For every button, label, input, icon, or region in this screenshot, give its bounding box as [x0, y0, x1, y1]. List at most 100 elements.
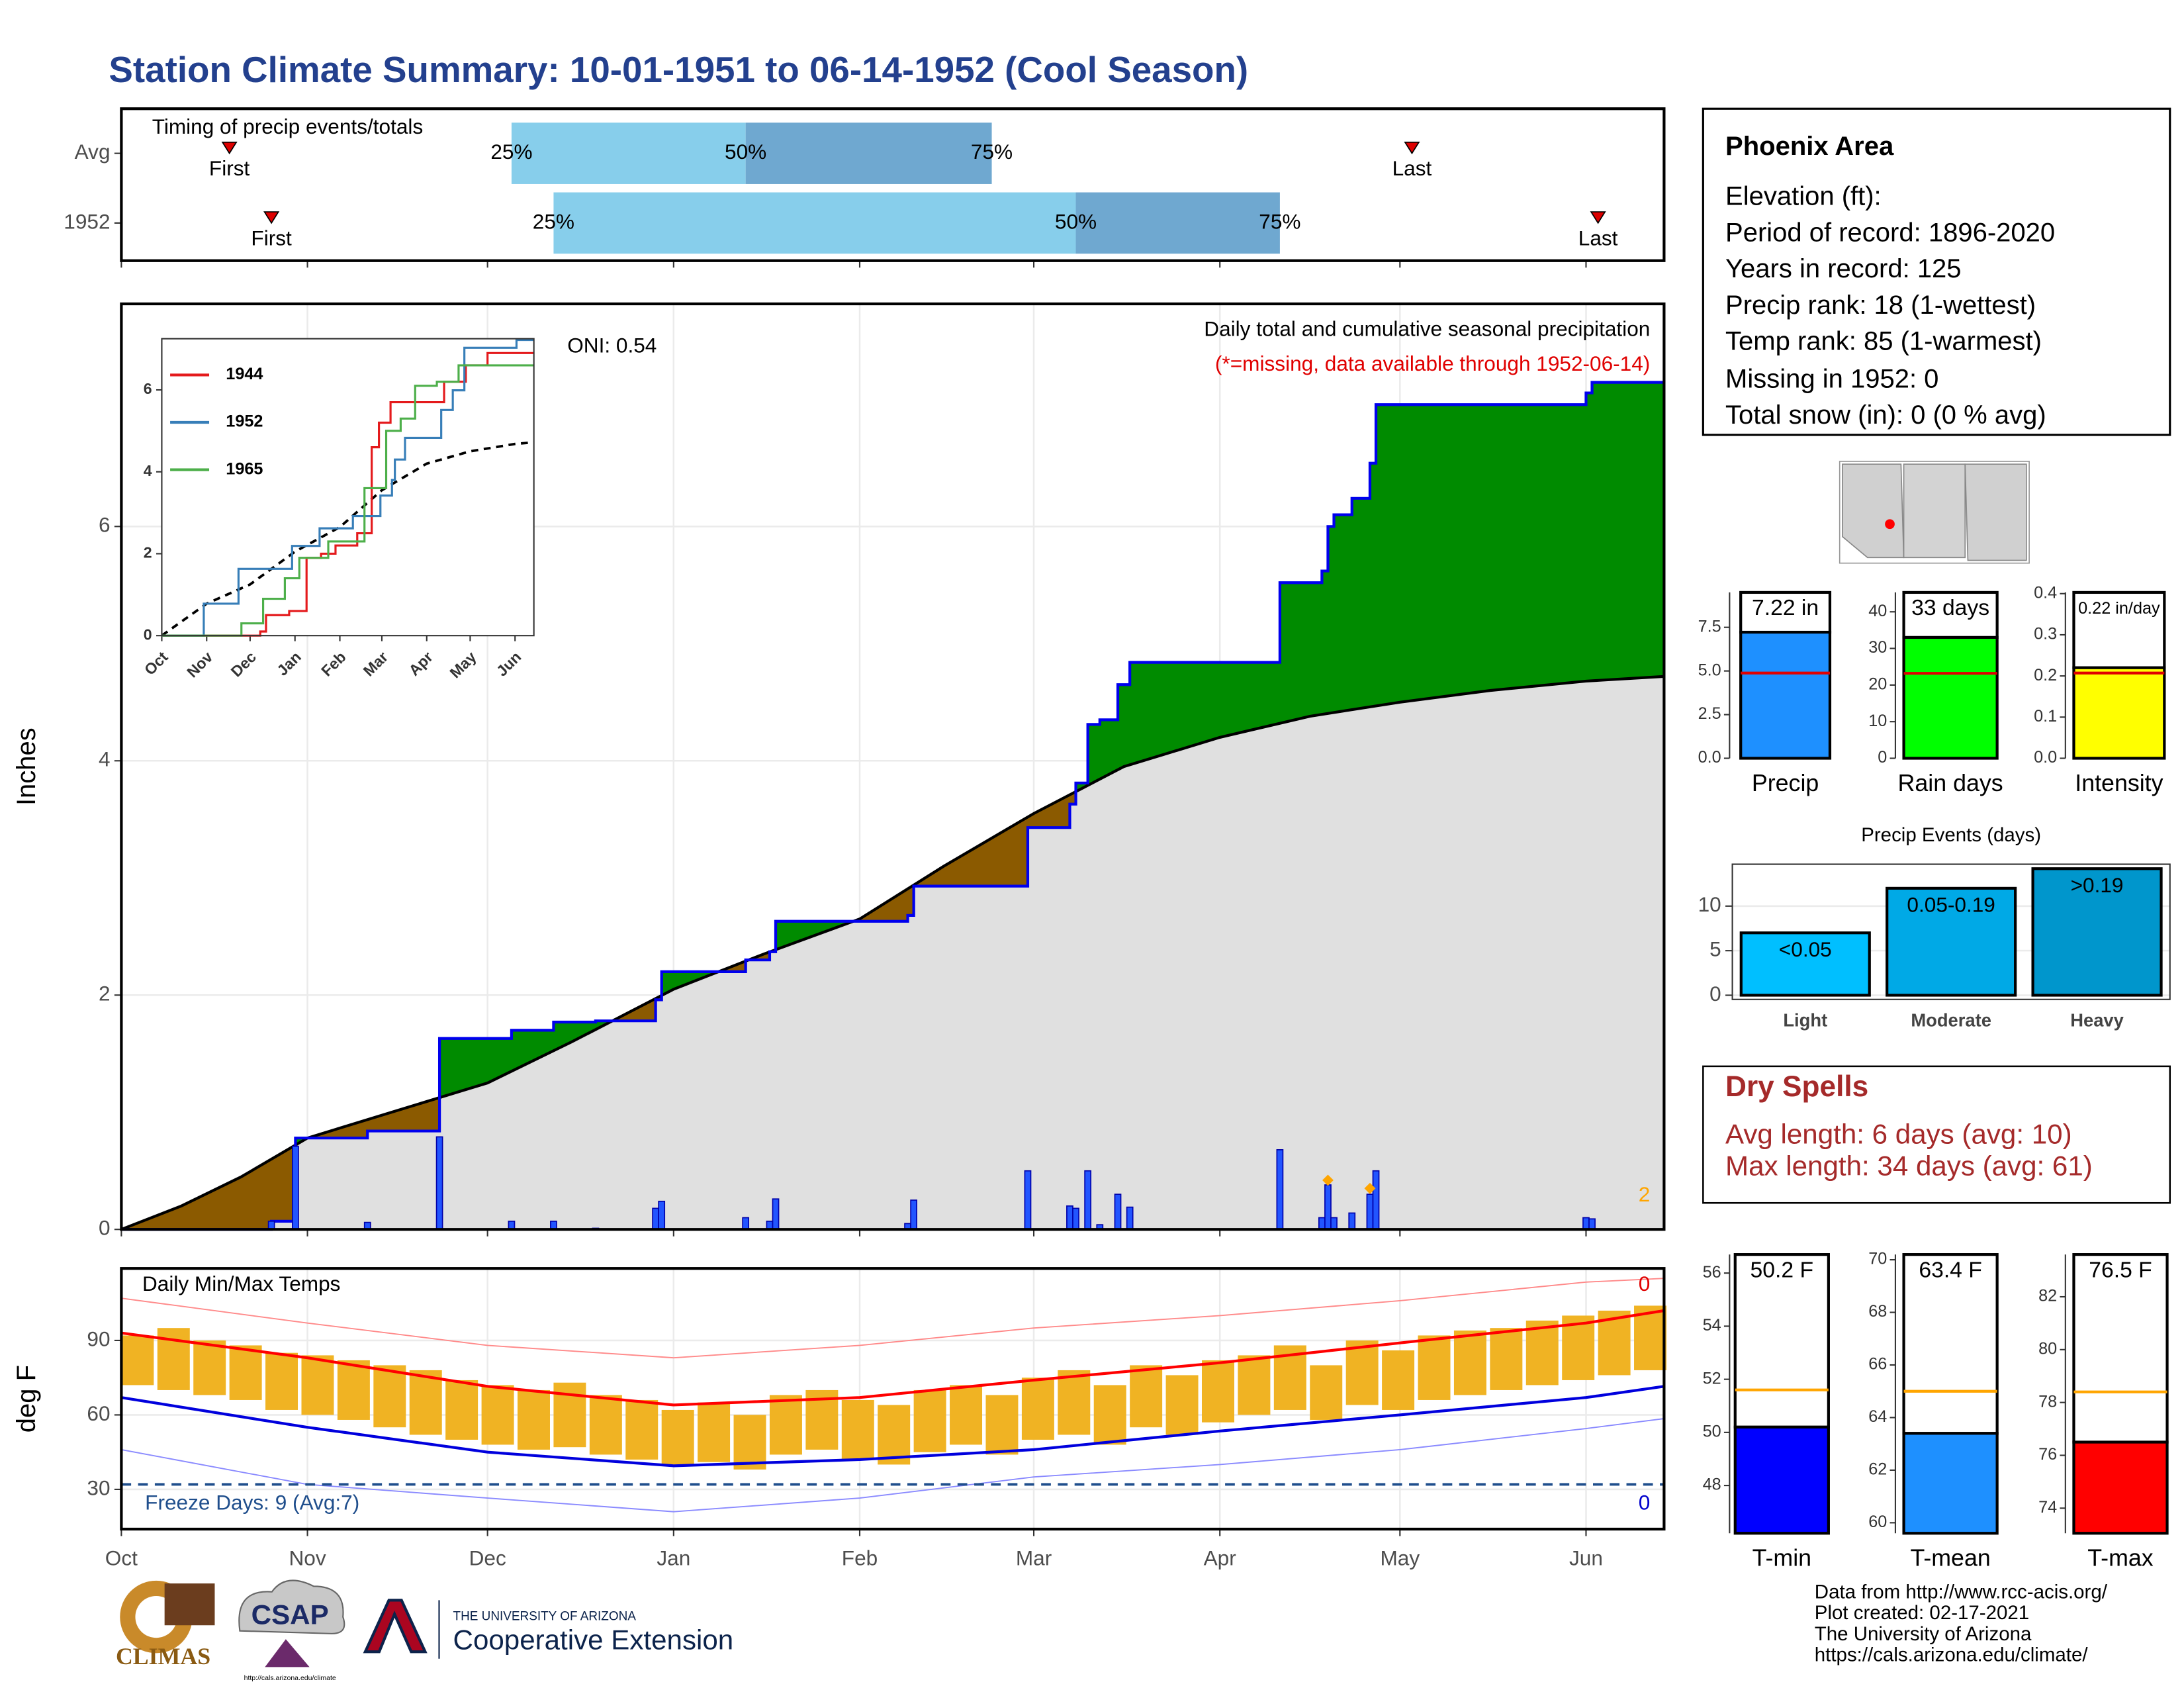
temp-range-bar — [1345, 1340, 1379, 1405]
y-tick-label: 5 — [1709, 937, 1721, 961]
y-tick-label: 80 — [2038, 1340, 2057, 1358]
legend-label: 1944 — [226, 365, 263, 383]
temp-range-bar — [1058, 1370, 1091, 1435]
temp-range-bar — [1490, 1328, 1523, 1390]
y-tick-label: 0.0 — [2034, 748, 2057, 767]
temp-range-bar — [625, 1399, 659, 1460]
y-tick-label: 0.4 — [2034, 583, 2057, 602]
temp-range-bar — [481, 1385, 514, 1445]
daily-bar — [1276, 1149, 1284, 1231]
dry-spells-line: Max length: 34 days (avg: 61) — [1725, 1150, 2093, 1182]
value-box — [2072, 590, 2166, 669]
temp-range-bar — [1382, 1350, 1415, 1410]
temp-range-bar — [121, 1335, 154, 1385]
record-min-line — [121, 1418, 1664, 1513]
quartile-bar — [1075, 192, 1280, 254]
event-label: Last — [1578, 226, 1618, 250]
daily-bar — [1114, 1194, 1122, 1231]
value-box — [1739, 590, 1832, 634]
temp-range-bar — [337, 1360, 370, 1420]
y-tick-label: 0.2 — [2034, 666, 2057, 684]
daily-bar — [1582, 1217, 1590, 1231]
temp-range-bar — [301, 1355, 334, 1415]
daily-bar — [1330, 1217, 1338, 1231]
y-tick-label: 20 — [1868, 675, 1887, 694]
daily-bar — [1366, 1194, 1374, 1231]
temp-range-bar — [1310, 1365, 1343, 1420]
x-tick-label: Apr — [1204, 1546, 1236, 1570]
footer-line: https://cals.arizona.edu/climate/ — [1815, 1644, 2089, 1665]
y-tick-label: 6 — [99, 513, 111, 537]
y-axis-label: Inches — [12, 727, 41, 806]
temp-range-bar — [1238, 1355, 1271, 1415]
x-tick-label: Heavy — [2070, 1010, 2124, 1031]
temp-range-bar — [985, 1395, 1019, 1455]
y-tick-label: 10 — [1698, 892, 1721, 916]
temp-range-bar — [589, 1395, 622, 1455]
record-low-count: 0 — [1639, 1490, 1651, 1514]
dry-spells-box — [1702, 1065, 2171, 1204]
ua-logo: THE UNIVERSITY OF ARIZONA Cooperative Ex… — [363, 1599, 733, 1659]
temp-range-bar — [265, 1352, 298, 1410]
series-line — [161, 364, 534, 637]
temp-range-bar — [769, 1395, 802, 1455]
base-area — [121, 676, 1664, 1230]
daily-bar — [1318, 1217, 1326, 1231]
plot-frame — [1731, 863, 2171, 1000]
y-tick-label: 30 — [87, 1476, 110, 1499]
event-marker — [1404, 141, 1420, 155]
temp-range-bar — [1453, 1330, 1486, 1395]
plot-frame — [120, 107, 1666, 262]
x-label: Precip — [1752, 770, 1819, 796]
footer-line: Data from http://www.rcc-acis.org/ — [1815, 1581, 2108, 1603]
bar — [2072, 1440, 2169, 1535]
value-label: 7.22 in — [1752, 596, 1819, 620]
panel-title: Daily Min/Max Temps — [142, 1272, 340, 1295]
daily-bar — [292, 1145, 299, 1231]
info-line: Elevation (ft): — [1725, 182, 1882, 211]
y-tick-label: 64 — [1868, 1407, 1887, 1426]
y-tick-label: 10 — [1868, 712, 1887, 730]
temp-range-bar — [1201, 1360, 1234, 1423]
event-label: First — [209, 156, 250, 180]
temp-range-bar — [518, 1389, 550, 1450]
x-tick-label: Jan — [657, 1546, 690, 1570]
y-tick-label: 78 — [2038, 1392, 2057, 1411]
temp-range-bar — [1165, 1375, 1199, 1435]
temp-range-bar — [445, 1380, 478, 1440]
bar — [1733, 1425, 1830, 1535]
quartile-label: 75% — [1259, 209, 1300, 233]
avg-max-line — [121, 1309, 1664, 1407]
value-label: 33 days — [1911, 596, 1989, 620]
y-tick-label: 0 — [144, 626, 152, 643]
value-box — [1902, 590, 1999, 639]
x-tick-label: Nov — [289, 1546, 326, 1570]
daily-bar — [1372, 1170, 1380, 1231]
y-tick-label: 0 — [1878, 748, 1887, 767]
bar-text: <0.05 — [1779, 937, 1832, 961]
value-label: 0.22 in/day — [2078, 599, 2160, 618]
x-label: T-min — [1752, 1545, 1811, 1571]
bar — [1902, 1432, 1999, 1535]
temp-range-bar — [193, 1340, 226, 1395]
record-high-count: 0 — [1639, 1272, 1651, 1295]
daily-bar — [1588, 1218, 1596, 1231]
y-tick-label: 54 — [1703, 1316, 1721, 1335]
y-tick-label: 4 — [144, 462, 152, 479]
y-tick-label: 50 — [1703, 1423, 1721, 1441]
quartile-bar — [511, 122, 746, 184]
value-label: 63.4 F — [1919, 1258, 1982, 1282]
avg-min-line — [121, 1385, 1664, 1468]
bar — [1886, 886, 2017, 997]
y-tick-label: 0.1 — [2034, 707, 2057, 726]
info-line: Temp rank: 85 (1-warmest) — [1725, 327, 2042, 356]
info-box — [1702, 107, 2171, 436]
plot-frame — [120, 1267, 1666, 1531]
y-tick-label: 0.3 — [2034, 625, 2057, 643]
info-line: Period of record: 1896-2020 — [1725, 218, 2055, 247]
panel-subtitle: (*=missing, data available through 1952-… — [1215, 352, 1650, 375]
temp-range-bar — [373, 1365, 406, 1428]
y-tick-label: 0 — [1709, 982, 1721, 1006]
